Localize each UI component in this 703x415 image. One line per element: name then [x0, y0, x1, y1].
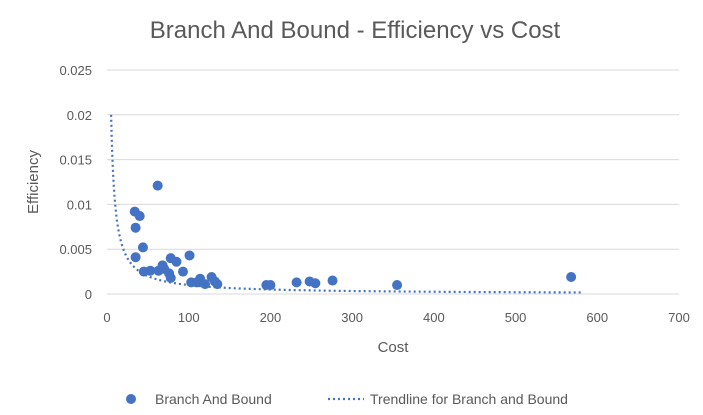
x-tick-label: 700 — [668, 310, 690, 325]
x-tick-label: 600 — [586, 310, 608, 325]
legend-label-branch-and-bound: Branch And Bound — [155, 391, 272, 407]
data-point — [392, 280, 403, 291]
y-tick-label: 0.005 — [59, 242, 92, 257]
data-point — [171, 256, 182, 267]
y-tick-label: 0.02 — [67, 108, 92, 123]
data-point — [566, 271, 577, 282]
data-point — [184, 250, 195, 261]
data-points — [129, 180, 577, 291]
y-tick-label: 0 — [85, 287, 92, 302]
x-tick-label: 300 — [341, 310, 363, 325]
x-tick-labels: 0 100 200 300 400 500 600 700 — [103, 310, 689, 325]
data-point — [177, 266, 188, 277]
data-point — [137, 242, 148, 253]
x-tick-label: 400 — [423, 310, 445, 325]
x-tick-label: 200 — [260, 310, 282, 325]
y-tick-labels: 0 0.005 0.01 0.015 0.02 0.025 — [59, 63, 92, 302]
data-point — [200, 279, 211, 290]
data-point — [152, 180, 163, 191]
data-point — [130, 252, 141, 263]
data-point — [134, 211, 145, 222]
data-point — [212, 279, 223, 290]
gridlines — [107, 69, 679, 295]
x-tick-label: 0 — [103, 310, 110, 325]
data-point — [265, 280, 276, 291]
data-point — [145, 265, 156, 276]
legend-label-trendline: Trendline for Branch and Bound — [370, 391, 568, 407]
data-point — [310, 278, 321, 289]
y-tick-label: 0.01 — [67, 197, 92, 212]
data-point — [327, 275, 338, 286]
x-tick-label: 500 — [505, 310, 527, 325]
legend-marker-branch-and-bound — [126, 394, 136, 404]
trendline — [109, 114, 581, 294]
y-tick-label: 0.025 — [59, 63, 92, 78]
legend: Branch And Bound Trendline for Branch an… — [126, 391, 568, 407]
data-point — [291, 277, 302, 288]
chart-title: Branch And Bound - Efficiency vs Cost — [150, 17, 561, 44]
data-point — [165, 272, 176, 283]
data-point — [130, 222, 141, 233]
x-axis-label: Cost — [378, 339, 410, 356]
y-axis-label: Efficiency — [25, 150, 42, 214]
x-tick-label: 100 — [178, 310, 200, 325]
y-tick-label: 0.015 — [59, 153, 92, 168]
